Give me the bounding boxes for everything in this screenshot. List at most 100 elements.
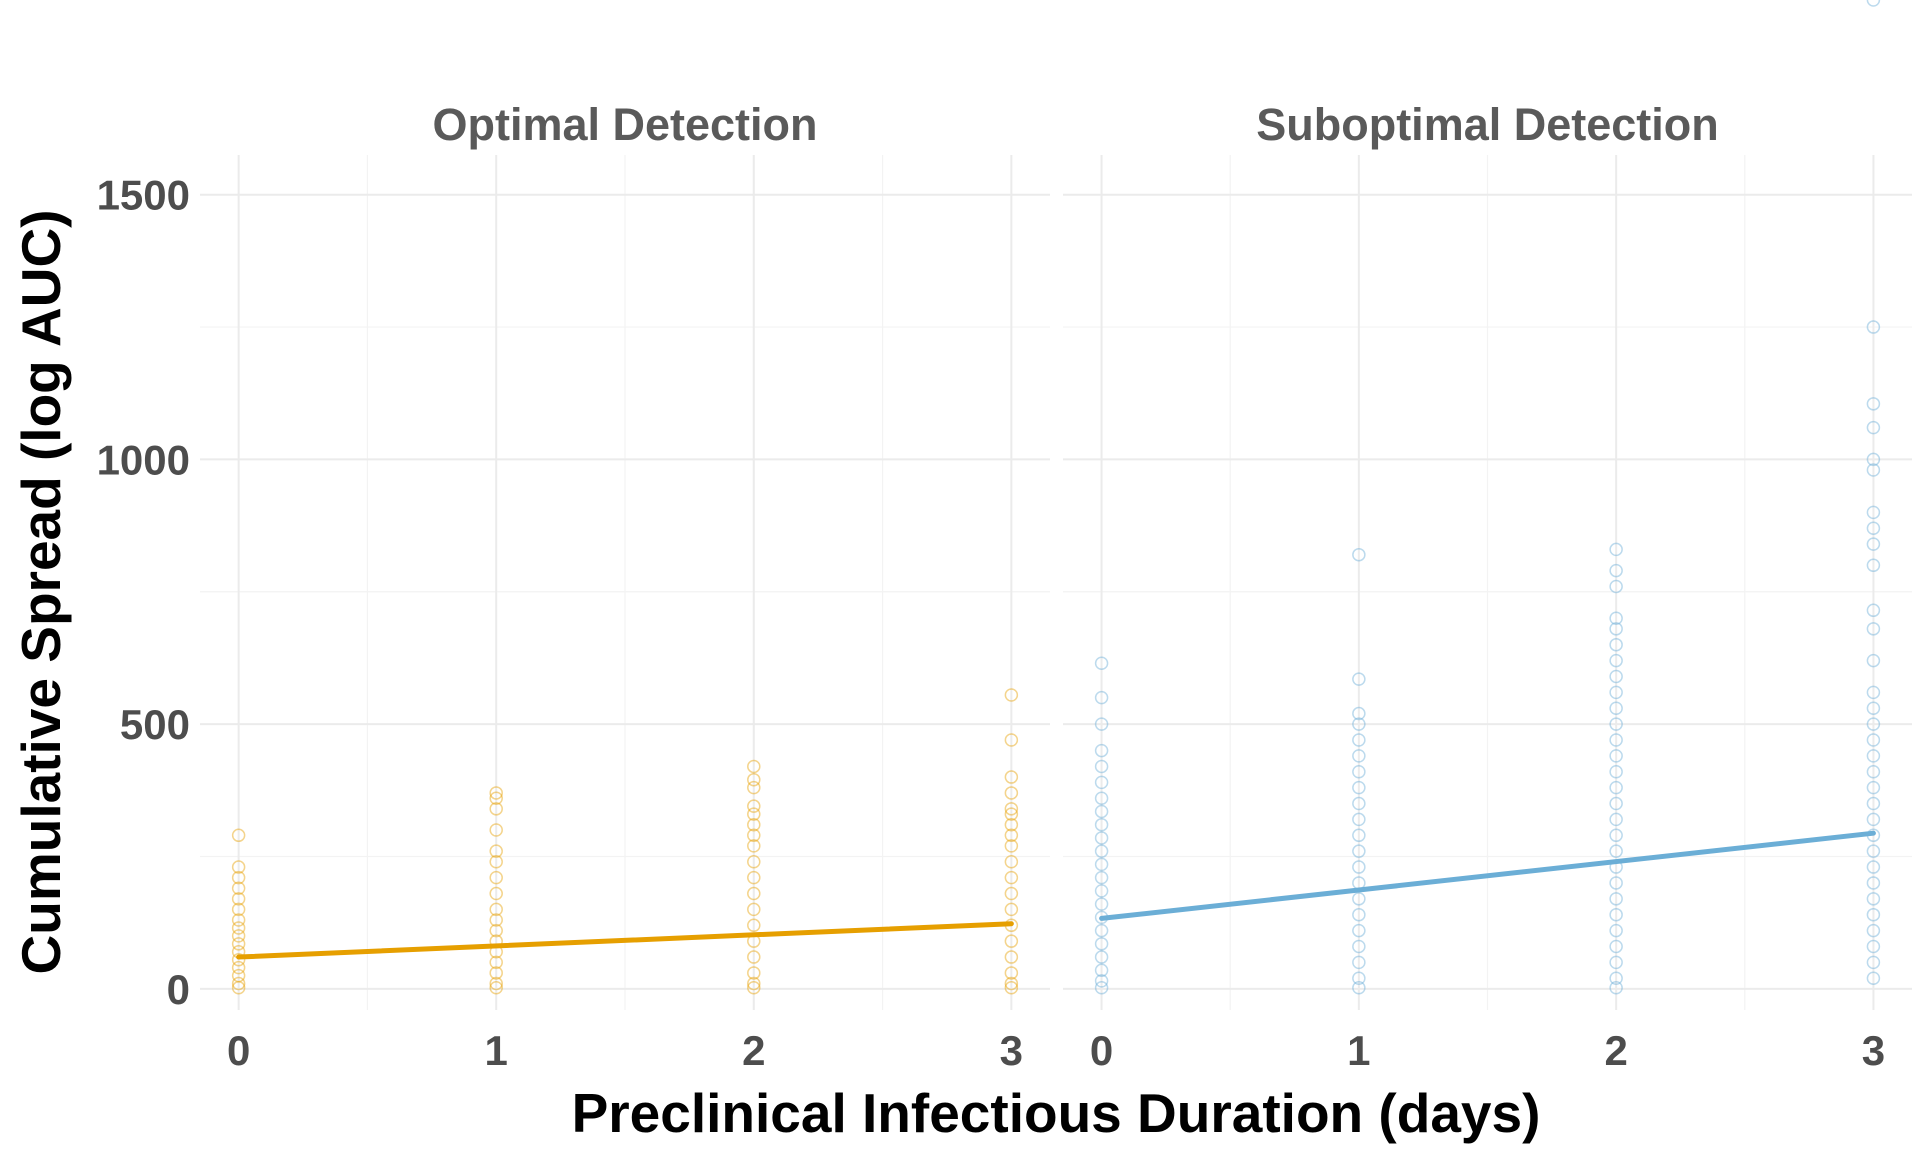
data-point xyxy=(489,955,503,970)
data-point xyxy=(1352,892,1366,906)
data-point xyxy=(1004,855,1019,869)
data-point xyxy=(747,817,761,832)
data-point xyxy=(747,799,761,813)
data-point xyxy=(747,807,761,821)
data-point xyxy=(747,772,761,787)
data-point xyxy=(747,976,761,991)
data-point xyxy=(1094,923,1109,938)
data-point xyxy=(1609,892,1623,906)
data-point xyxy=(1866,796,1881,811)
data-point xyxy=(1004,688,1019,702)
data-point xyxy=(1352,828,1366,843)
data-point xyxy=(231,929,246,943)
data-point xyxy=(231,892,246,906)
data-point xyxy=(231,913,246,927)
data-point xyxy=(1352,812,1366,827)
data-point xyxy=(1352,765,1366,779)
data-point xyxy=(1004,839,1019,853)
data-point xyxy=(1352,907,1366,922)
data-point xyxy=(1866,955,1881,970)
data-point xyxy=(1866,653,1881,668)
x-tick-label: 2 xyxy=(1604,1027,1627,1074)
data-point xyxy=(1094,884,1109,898)
data-point xyxy=(489,855,503,869)
data-point xyxy=(1866,876,1881,890)
data-point xyxy=(231,976,246,991)
data-point xyxy=(1352,971,1366,985)
x-axis-tick-labels: 0 1 2 3 0 1 2 3 xyxy=(227,1027,1885,1074)
data-point xyxy=(1866,717,1881,731)
data-point xyxy=(1094,791,1109,805)
data-point xyxy=(1094,717,1109,731)
data-point xyxy=(489,923,503,938)
data-point xyxy=(1094,844,1109,858)
data-point xyxy=(1004,886,1019,901)
data-point xyxy=(1866,505,1881,520)
y-axis-title: Cumulative Spread (log AUC) xyxy=(10,210,72,975)
data-point xyxy=(1609,701,1623,715)
data-point xyxy=(231,937,246,951)
data-point xyxy=(1004,817,1019,832)
data-point xyxy=(1004,934,1019,948)
data-point xyxy=(489,966,503,980)
x-tick-label: 0 xyxy=(1090,1027,1113,1074)
data-point xyxy=(1609,749,1623,763)
data-point xyxy=(1866,765,1881,779)
data-point xyxy=(1609,981,1623,995)
data-point xyxy=(231,960,246,975)
data-point xyxy=(489,786,503,800)
trend-line xyxy=(1099,830,1876,921)
data-point xyxy=(1094,831,1109,845)
data-point xyxy=(1866,939,1881,954)
data-point xyxy=(231,952,246,967)
data-point xyxy=(1609,611,1623,625)
data-point xyxy=(747,981,761,995)
data-point xyxy=(1866,397,1881,411)
data-point xyxy=(1866,603,1881,618)
data-point xyxy=(231,968,246,983)
data-point xyxy=(231,828,246,843)
data-point xyxy=(747,780,761,795)
data-point xyxy=(1609,733,1623,747)
data-point xyxy=(1866,622,1881,636)
data-point xyxy=(1609,765,1623,779)
y-tick-label: 0 xyxy=(167,966,190,1013)
data-point xyxy=(1094,870,1109,885)
data-point xyxy=(1094,804,1109,819)
data-point xyxy=(1094,775,1109,790)
trend-line xyxy=(236,921,1014,960)
data-point xyxy=(1609,844,1623,858)
data-point xyxy=(1004,733,1019,747)
data-point xyxy=(1352,796,1366,811)
data-point xyxy=(1352,547,1366,562)
data-point xyxy=(1866,537,1881,551)
data-point xyxy=(1866,923,1881,938)
data-point xyxy=(1004,870,1019,885)
data-point xyxy=(1004,981,1019,995)
data-point xyxy=(489,870,503,885)
data-point xyxy=(1866,685,1881,700)
data-point xyxy=(1094,974,1109,988)
data-point xyxy=(1866,701,1881,715)
x-tick-label: 3 xyxy=(1862,1027,1885,1074)
data-point xyxy=(747,839,761,853)
data-point xyxy=(1609,796,1623,811)
data-point xyxy=(1609,622,1623,636)
data-point xyxy=(1866,780,1881,795)
data-point xyxy=(1094,690,1109,705)
panel-title-suboptimal: Suboptimal Detection xyxy=(1256,99,1719,150)
data-point xyxy=(489,791,503,805)
data-point xyxy=(1094,656,1109,670)
data-point xyxy=(489,902,503,917)
x-axis-title: Preclinical Infectious Duration (days) xyxy=(572,1082,1541,1144)
data-point xyxy=(231,902,246,917)
data-point xyxy=(1094,897,1109,911)
data-point xyxy=(1352,749,1366,763)
data-point xyxy=(231,981,246,995)
data-point xyxy=(1094,743,1109,758)
data-point xyxy=(1094,759,1109,774)
data-point xyxy=(1609,923,1623,938)
data-point xyxy=(1094,963,1109,978)
data-point xyxy=(1004,807,1019,821)
